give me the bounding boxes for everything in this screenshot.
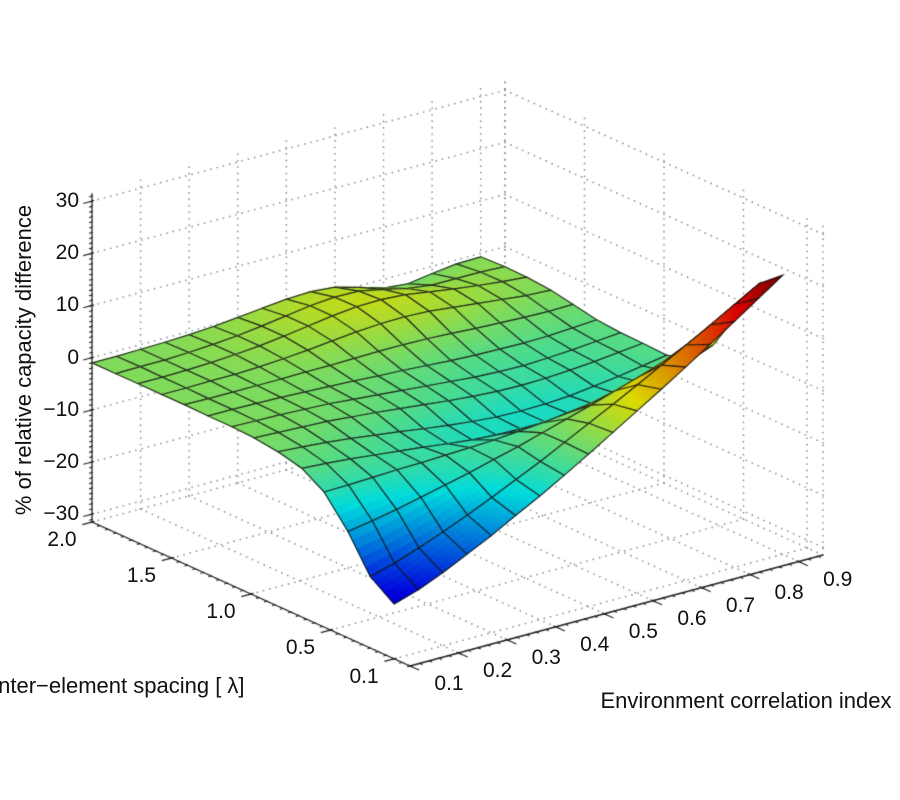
z-tick-label: −30 [43,502,79,526]
z-axis-label: % of relative capacity difference [11,204,36,516]
z-tick-label: 10 [55,293,79,317]
x-tick-label: 0.6 [677,606,707,630]
z-tick-label: 0 [67,345,79,369]
z-tick-label: −20 [43,449,79,473]
y-tick-label: 2.0 [47,528,77,551]
z-tick-label: −10 [43,397,79,421]
x-tick-label: 0.5 [628,619,658,643]
x-tick-label: 0.1 [434,672,464,695]
x-tick-label: 0.9 [823,567,853,591]
x-tick-label: 0.8 [774,580,804,604]
x-tick-label: 0.2 [482,658,513,682]
y-axis-label: Inter−element spacing [ λ] [0,673,245,698]
y-tick-label: 1.0 [206,600,236,623]
x-tick-label: 0.3 [531,645,561,669]
z-tick-label: 30 [55,189,79,213]
y-tick-label: 1.5 [126,564,157,587]
x-axis-label: Environment correlation index [600,688,892,713]
y-tick-label: 0.1 [349,664,379,688]
y-tick-label: 0.5 [285,636,316,659]
z-tick-label: 20 [55,241,79,265]
x-tick-label: 0.7 [725,593,756,617]
x-tick-label: 0.4 [580,632,610,656]
